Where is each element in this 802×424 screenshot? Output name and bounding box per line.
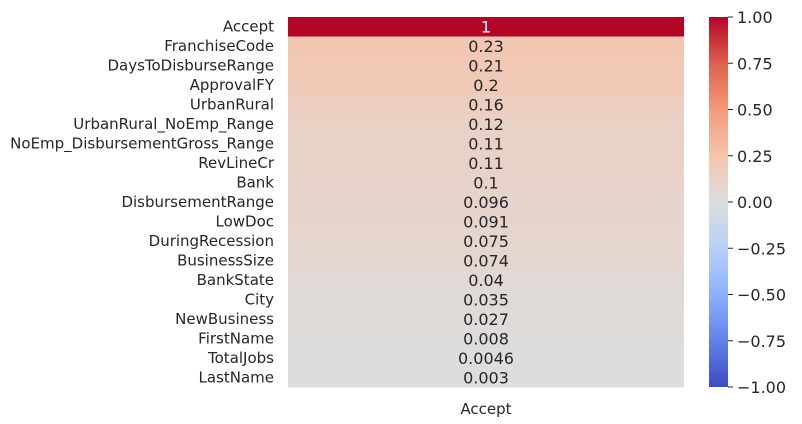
colorbar-tick-label: 0.75 <box>737 54 773 73</box>
colorbar-tick-label: 0.25 <box>737 147 773 166</box>
cell-annotation: 0.027 <box>463 310 509 329</box>
colorbar-gradient <box>709 17 728 387</box>
heatmap-cell <box>288 270 684 291</box>
heatmap-cell <box>288 133 684 154</box>
heatmap-cell <box>288 94 684 115</box>
x-tick-label: Accept <box>460 400 511 418</box>
row-label: LastName <box>199 368 275 386</box>
cell-annotation: 0.11 <box>468 154 504 173</box>
heatmap-cell <box>288 192 684 213</box>
colorbar-tick-label: −1.00 <box>737 378 786 397</box>
row-label: NoEmp_DisbursementGross_Range <box>10 135 274 154</box>
row-label: Accept <box>223 18 274 36</box>
cell-annotation: 0.2 <box>473 76 498 95</box>
row-label: TotalJobs <box>207 349 274 367</box>
row-label: City <box>245 290 275 308</box>
colorbar-tick-label: −0.75 <box>737 332 786 351</box>
cell-annotation: 0.003 <box>463 368 509 387</box>
heatmap-cell <box>288 114 684 135</box>
heatmap-cell <box>288 55 684 76</box>
cell-annotation: 0.23 <box>468 37 504 56</box>
cell-annotation: 0.04 <box>468 271 504 290</box>
row-label: BusinessSize <box>177 251 274 269</box>
row-label: NewBusiness <box>175 310 274 328</box>
cell-annotation: 1 <box>481 18 491 37</box>
row-label: ApprovalFY <box>190 76 275 94</box>
cell-annotation: 0.008 <box>463 329 509 348</box>
row-label: UrbanRural <box>190 96 274 114</box>
row-label: RevLineCr <box>198 154 275 172</box>
heatmap-cell <box>288 289 684 310</box>
heatmap-cell <box>288 250 684 271</box>
heatmap-cell <box>288 328 684 349</box>
row-label: UrbanRural_NoEmp_Range <box>73 115 274 134</box>
heatmap-cell <box>288 309 684 330</box>
colorbar-tick-label: 1.00 <box>737 8 773 27</box>
row-label: Bank <box>236 174 274 192</box>
row-label: FirstName <box>198 329 274 347</box>
heatmap-cell <box>288 367 684 388</box>
cell-annotation: 0.0046 <box>458 349 514 368</box>
cell-annotation: 0.075 <box>463 232 509 251</box>
row-label: LowDoc <box>215 212 274 230</box>
cell-annotation: 0.096 <box>463 193 509 212</box>
cell-annotation: 0.11 <box>468 135 504 154</box>
row-label: DuringRecession <box>149 232 274 250</box>
heatmap-cell <box>288 211 684 232</box>
cell-annotation: 0.16 <box>468 96 504 115</box>
colorbar-tick-label: 0.50 <box>737 101 773 120</box>
cell-annotation: 0.074 <box>463 251 509 270</box>
heatmap-cell <box>288 17 684 37</box>
colorbar: 1.00 0.75 0.50 0.25 0.00 −0.25 −0.50 −0.75 −1.00 <box>709 8 786 397</box>
row-label: BankState <box>197 271 274 289</box>
colorbar-tick-label: −0.50 <box>737 286 786 305</box>
heatmap-cell <box>288 348 684 369</box>
cell-annotation: 0.091 <box>463 212 509 231</box>
cell-annotation: 0.035 <box>463 290 509 309</box>
heatmap-cell <box>288 153 684 174</box>
heatmap-cell <box>288 36 684 57</box>
row-label: DisbursementRange <box>121 193 274 211</box>
heatmap-cell <box>288 75 684 96</box>
row-label: DaysToDisburseRange <box>107 57 274 75</box>
heatmap-cell <box>288 172 684 193</box>
cell-annotation: 0.1 <box>473 174 498 193</box>
row-label: FranchiseCode <box>164 37 274 55</box>
cell-annotation: 0.12 <box>468 115 504 134</box>
cell-annotation: 0.21 <box>468 57 504 76</box>
heatmap-cells: 10.230.210.20.160.120.110.110.10.0960.09… <box>288 17 684 388</box>
heatmap-cell <box>288 231 684 252</box>
colorbar-tick-label: −0.25 <box>737 239 786 258</box>
colorbar-tick-label: 0.00 <box>737 193 773 212</box>
